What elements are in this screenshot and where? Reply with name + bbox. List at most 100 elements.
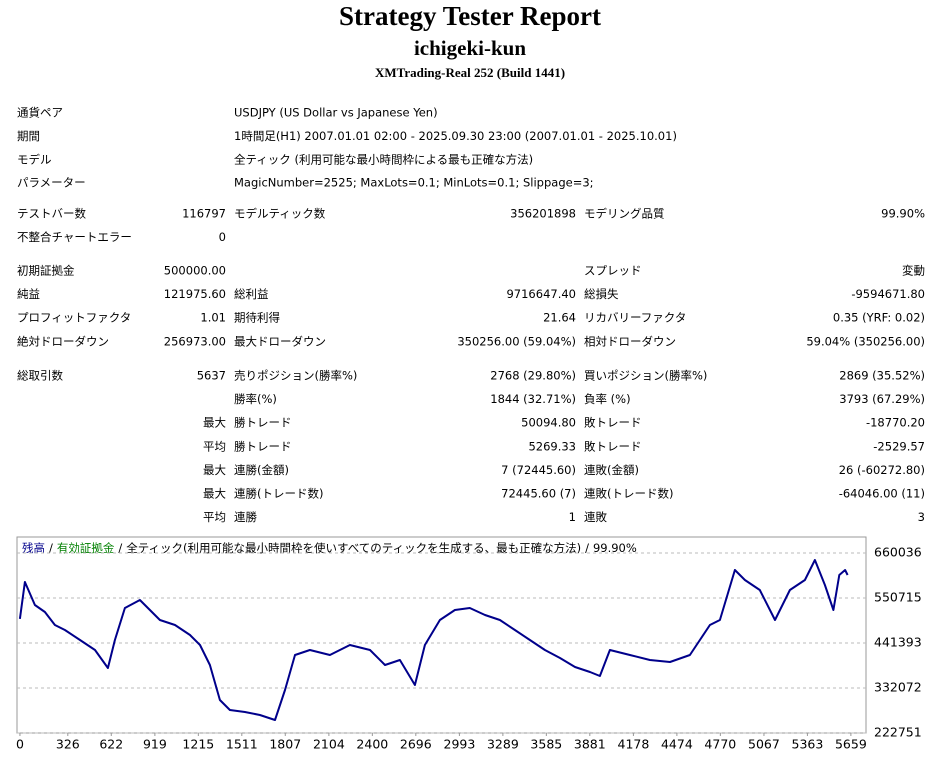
stat-value: 3: [918, 510, 925, 524]
legend-separator: /: [118, 541, 122, 555]
x-tick-label: 0: [16, 737, 24, 752]
stat-value: 平均: [203, 510, 226, 524]
info-label: パラメーター: [17, 176, 86, 190]
stat-label: モデリング品質: [584, 207, 665, 221]
stat-label: プロフィットファクタ: [17, 311, 131, 325]
stat-value: 5637: [197, 369, 226, 383]
stat-label: 勝トレード: [234, 439, 292, 453]
stat-value: 平均: [203, 439, 226, 453]
stat-label: 連勝(金額): [234, 463, 289, 477]
stat-value: 0.35 (YRF: 0.02): [833, 311, 925, 325]
legend-item: 有効証拠金: [57, 541, 115, 555]
stat-label: 初期証拠金: [17, 264, 75, 278]
stat-value: -2529.57: [873, 439, 925, 453]
stat-label: リカバリーファクタ: [584, 311, 686, 325]
x-tick-label: 2696: [400, 737, 432, 752]
stat-label: 連敗(トレード数): [584, 487, 673, 501]
stat-value: 1: [569, 510, 576, 524]
stat-label: 不整合チャートエラー: [17, 230, 132, 244]
stat-value: 350256.00 (59.04%): [457, 334, 576, 348]
stat-label: 連敗: [584, 510, 607, 524]
stat-label: 期待利得: [234, 311, 280, 325]
x-tick-label: 326: [56, 737, 80, 752]
x-tick-label: 3289: [487, 737, 519, 752]
stat-value: 121975.60: [164, 287, 226, 301]
info-value: USDJPY (US Dollar vs Japanese Yen): [234, 106, 438, 120]
stat-value: 59.04% (350256.00): [806, 334, 925, 348]
stat-label: 売りポジション(勝率%): [234, 369, 357, 383]
legend: 残高 / 有効証拠金 / 全ティック(利用可能な最小時間枠を使いすべてのティックを生成す…: [22, 541, 637, 555]
stat-value: -18770.20: [866, 416, 925, 430]
stat-value: 500000.00: [164, 264, 226, 278]
title: Strategy Tester Report: [339, 1, 601, 31]
legend-separator: /: [49, 541, 53, 555]
info-label: 通貨ペア: [17, 106, 63, 120]
stat-value: 356201898: [510, 207, 576, 221]
info-value: MagicNumber=2525; MaxLots=0.1; MinLots=0…: [234, 176, 594, 190]
info-value: 1時間足(H1) 2007.01.01 02:00 - 2025.09.30 2…: [234, 129, 677, 143]
stat-label: 連勝(トレード数): [234, 487, 323, 501]
stat-value: 72445.60 (7): [501, 487, 576, 501]
stat-value: -9594671.80: [851, 287, 925, 301]
stat-value: 116797: [182, 207, 226, 221]
x-tick-label: 622: [99, 737, 123, 752]
stat-label: 敗トレード: [584, 439, 642, 453]
x-tick-label: 1807: [269, 737, 301, 752]
stat-label: 買いポジション(勝率%): [584, 369, 707, 383]
x-tick-label: 4178: [618, 737, 650, 752]
stat-label: 総取引数: [17, 369, 63, 383]
stat-label: 総損失: [584, 287, 619, 301]
stat-value: 最大: [203, 416, 226, 430]
legend-series: 残高: [22, 541, 45, 555]
x-tick-label: 2993: [444, 737, 476, 752]
stat-label: 総利益: [234, 287, 269, 301]
stat-label: モデルティック数: [234, 207, 326, 221]
y-tick-label: 550715: [874, 589, 922, 604]
stat-label: 勝率(%): [234, 392, 277, 406]
x-tick-label: 3585: [530, 737, 562, 752]
x-tick-label: 4474: [661, 737, 693, 752]
y-tick-label: 332072: [874, 679, 922, 694]
legend-item: 全ティック(利用可能な最小時間枠を使いすべてのティックを生成する、最も正確な方法…: [126, 541, 581, 555]
x-tick-label: 5659: [835, 737, 867, 752]
stat-value: 21.64: [543, 311, 576, 325]
x-tick-label: 5363: [792, 737, 824, 752]
stat-value: 26 (-60272.80): [839, 463, 925, 477]
stat-value: 3793 (67.29%): [839, 392, 925, 406]
stat-value: 変動: [902, 264, 925, 278]
x-tick-label: 3881: [574, 737, 606, 752]
stat-label: スプレッド: [584, 264, 642, 278]
stat-value: 5269.33: [528, 439, 576, 453]
stat-value: 9716647.40: [506, 287, 576, 301]
y-tick-label: 660036: [874, 544, 922, 559]
stat-label: 勝トレード: [234, 416, 292, 430]
x-tick-label: 5067: [748, 737, 780, 752]
stat-value: -64046.00 (11): [839, 487, 925, 501]
y-tick-label: 441393: [874, 634, 922, 649]
x-tick-label: 2104: [313, 737, 345, 752]
stat-label: 敗トレード: [584, 416, 642, 430]
balance-line: [18, 559, 849, 721]
x-tick-label: 1215: [182, 737, 214, 752]
info-value: 全ティック (利用可能な最小時間枠による最も正確な方法): [234, 152, 533, 166]
stat-label: 相対ドローダウン: [584, 334, 676, 348]
stat-value: 50094.80: [521, 416, 576, 430]
x-tick-label: 1511: [226, 737, 258, 752]
stat-label: 絶対ドローダウン: [17, 334, 109, 348]
info-label: モデル: [17, 152, 52, 166]
legend-separator: /: [585, 541, 589, 555]
stat-label: 純益: [17, 287, 40, 301]
x-tick-label: 2400: [356, 737, 388, 752]
stat-label: 連敗(金額): [584, 463, 639, 477]
chart-frame: [16, 536, 867, 734]
stat-value: 2768 (29.80%): [490, 369, 576, 383]
server: XMTrading-Real 252 (Build 1441): [375, 65, 565, 80]
legend-item: 99.90%: [593, 541, 637, 555]
stat-value: 1844 (32.71%): [490, 392, 576, 406]
subtitle: ichigeki-kun: [414, 36, 526, 60]
stat-label: テストバー数: [17, 207, 86, 221]
stat-label: 最大ドローダウン: [234, 334, 326, 348]
stat-value: 1.01: [200, 311, 226, 325]
x-tick-label: 4770: [704, 737, 736, 752]
